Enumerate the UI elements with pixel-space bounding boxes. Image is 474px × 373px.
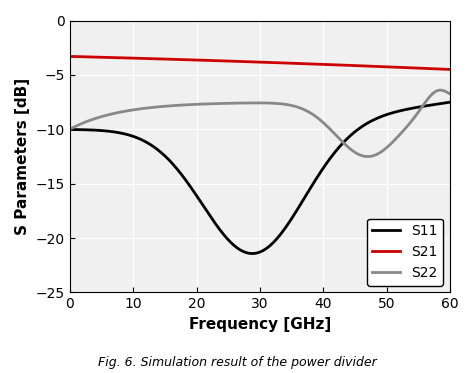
S22	[164, 104, 170, 108]
S21	[67, 54, 73, 59]
S22	[239, 101, 245, 105]
Y-axis label: S Parameters [dB]: S Parameters [dB]	[15, 78, 30, 235]
S11	[134, 135, 140, 140]
S21	[321, 62, 327, 67]
Line: S21: S21	[70, 56, 450, 69]
S11	[239, 248, 245, 253]
S11	[67, 127, 73, 132]
Text: Fig. 6. Simulation result of the power divider: Fig. 6. Simulation result of the power d…	[98, 355, 376, 369]
Line: S11: S11	[70, 102, 450, 254]
S11	[249, 251, 255, 256]
S22	[67, 127, 73, 132]
S21	[353, 63, 359, 68]
S21	[239, 59, 245, 64]
S11	[447, 100, 453, 104]
Line: S22: S22	[70, 90, 450, 157]
S22	[291, 104, 297, 108]
S22	[365, 154, 371, 159]
Legend: S11, S21, S22: S11, S21, S22	[367, 219, 443, 285]
S22	[438, 88, 444, 93]
S21	[291, 61, 297, 66]
X-axis label: Frequency [GHz]: Frequency [GHz]	[189, 317, 331, 332]
S22	[134, 107, 140, 112]
S11	[292, 212, 297, 216]
S22	[353, 151, 359, 155]
S22	[321, 121, 327, 125]
S21	[164, 57, 170, 62]
S11	[321, 164, 327, 169]
S11	[354, 128, 360, 132]
S21	[134, 56, 140, 60]
S22	[447, 92, 453, 96]
S21	[447, 67, 453, 72]
S11	[164, 156, 170, 161]
